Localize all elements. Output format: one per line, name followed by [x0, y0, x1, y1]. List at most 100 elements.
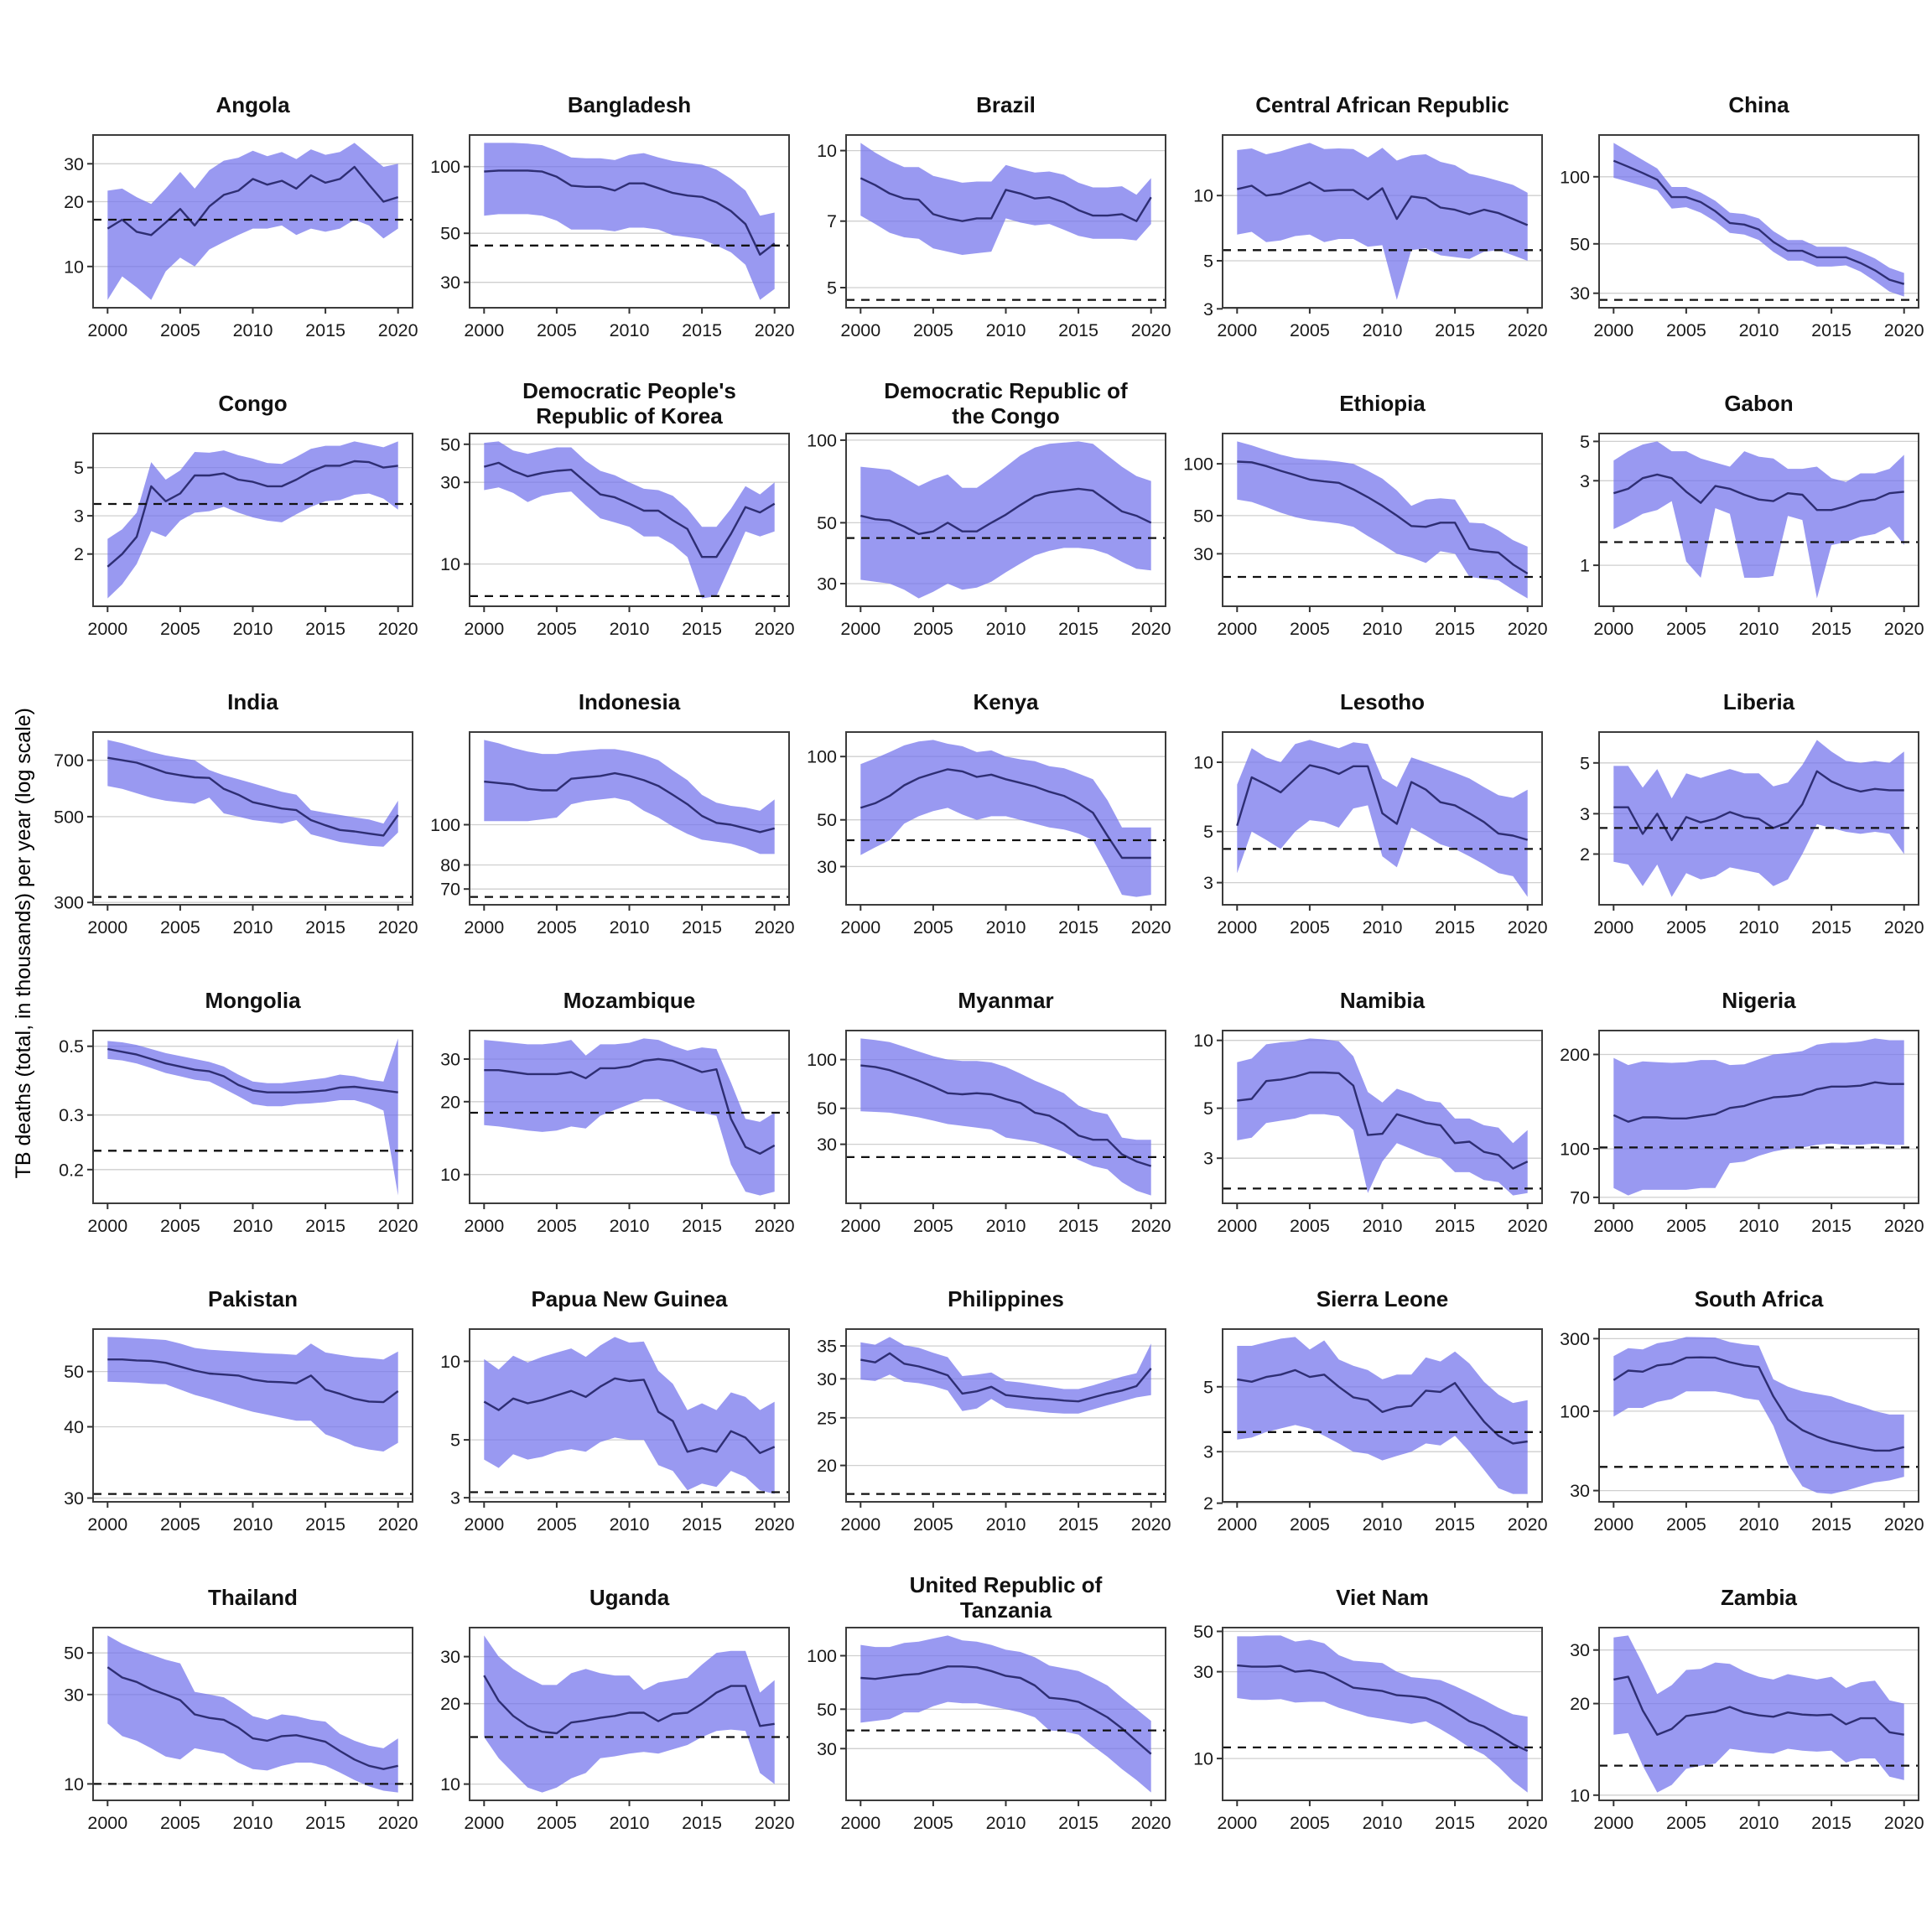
y-tick-label: 50: [1193, 1624, 1213, 1642]
x-tick-label: 2000: [840, 320, 880, 340]
x-tick-label: 2005: [160, 320, 200, 340]
y-tick-label: 30: [64, 1685, 84, 1705]
x-tick-label: 2020: [1884, 619, 1924, 639]
uncertainty-ribbon: [860, 441, 1151, 599]
x-tick-label: 2010: [610, 1514, 650, 1535]
facet-united-republic-of-tanzania: United Republic of Tanzania 100 50 30 2000 20…: [799, 1571, 1176, 1869]
estimate-line: [483, 1675, 775, 1735]
x-tick-label: 2020: [755, 917, 795, 937]
facet-liberia: Liberia 5 3 2 2000 2005 2010 2015 2020: [1552, 675, 1929, 974]
y-tick-label: 5: [1203, 1098, 1213, 1119]
x-tick-label: 2015: [1811, 1813, 1852, 1833]
y-tick-label: 35: [817, 1337, 837, 1357]
x-tick-label: 2005: [1290, 1216, 1330, 1236]
x-tick-label: 2000: [1217, 320, 1257, 340]
y-tick-label: 30: [817, 1369, 837, 1389]
x-tick-label: 2005: [537, 1216, 577, 1236]
uncertainty-ribbon: [1237, 143, 1528, 300]
facet-myanmar: Myanmar 100 50 30 2000 2005 2010 2015 2020: [799, 974, 1176, 1272]
facet-namibia: Namibia 10 5 3 2000 2005 2010 2015 2020: [1176, 974, 1552, 1272]
y-tick-label: 70: [440, 880, 460, 900]
facet-mongolia: Mongolia 0.5 0.3 0.2 2000 2005 2010 2015 2020: [46, 974, 423, 1272]
y-tick-label: 30: [1570, 1640, 1590, 1660]
x-tick-label: 2000: [1217, 1813, 1257, 1833]
x-tick-label: 2010: [233, 917, 273, 937]
facet-title: Pakistan: [208, 1286, 298, 1311]
y-tick-label: 50: [440, 224, 460, 244]
y-tick-label: 30: [1193, 544, 1213, 564]
x-tick-label: 2005: [537, 320, 577, 340]
facet-plot: 0.5 0.3 0.2 2000 2005 2010 2015 2020: [59, 1030, 418, 1236]
y-tick-label: 20: [817, 1456, 837, 1476]
x-tick-label: 2000: [840, 1216, 880, 1236]
x-tick-label: 2010: [986, 1216, 1026, 1236]
y-tick-label: 5: [1580, 432, 1590, 452]
y-tick-label: 50: [1193, 506, 1213, 526]
facet-democratic-republic-of-the-congo: Democratic Republic of the Congo 100 50 30 2…: [799, 377, 1176, 675]
y-tick-label: 70: [1570, 1187, 1590, 1208]
x-tick-label: 2015: [1058, 320, 1098, 340]
estimate-line: [1613, 1675, 1904, 1736]
facet-title: Kenya: [973, 689, 1039, 714]
x-tick-label: 2005: [1290, 619, 1330, 639]
x-tick-label: 2015: [1058, 1514, 1098, 1535]
facet-kenya: Kenya 100 50 30 2000 2005 2010 2015 2020: [799, 675, 1176, 974]
y-tick-label: 30: [64, 154, 84, 174]
x-tick-label: 2010: [610, 917, 650, 937]
y-tick-label: 3: [1580, 804, 1590, 824]
x-tick-label: 2000: [1217, 917, 1257, 937]
estimate-line: [1613, 770, 1904, 842]
x-tick-label: 2000: [87, 1216, 127, 1236]
facet-nigeria: Nigeria 200 100 70 2000 2005 2010 2015 2020: [1552, 974, 1929, 1272]
x-tick-label: 2020: [378, 320, 418, 340]
estimate-line: [106, 460, 398, 568]
x-tick-label: 2000: [87, 320, 127, 340]
facet-title: Viet Nam: [1336, 1585, 1429, 1610]
x-tick-label: 2010: [1363, 1514, 1403, 1535]
x-tick-label: 2000: [1593, 619, 1633, 639]
x-tick-label: 2015: [1811, 1514, 1852, 1535]
x-tick-label: 2005: [913, 619, 953, 639]
facet-plot: 10 7 5 2000 2005 2010 2015 2020: [817, 134, 1171, 340]
x-tick-label: 2010: [610, 619, 650, 639]
x-tick-label: 2000: [840, 1813, 880, 1833]
x-tick-label: 2015: [682, 619, 722, 639]
facet-title: Uganda: [589, 1585, 670, 1610]
estimate-line: [1613, 159, 1905, 285]
facet-plot: 100 50 30 2000 2005 2010 2015 2020: [807, 1030, 1171, 1236]
facet-title: Lesotho: [1339, 689, 1426, 714]
uncertainty-ribbon: [1613, 143, 1904, 297]
x-tick-label: 2015: [1435, 1216, 1475, 1236]
y-tick-label: 10: [1193, 753, 1213, 773]
x-tick-label: 2015: [1811, 320, 1852, 340]
uncertainty-ribbon: [484, 740, 775, 854]
y-tick-label: 10: [817, 141, 837, 161]
x-tick-label: 2005: [913, 1813, 953, 1833]
x-tick-label: 2000: [87, 917, 127, 937]
estimate-line: [860, 1352, 1152, 1403]
x-tick-label: 2000: [464, 1514, 504, 1535]
y-tick-label: 3: [1203, 299, 1213, 319]
facet-sierra-leone: Sierra Leone 5 3 2 2000 2005 2010 2015 2020: [1176, 1272, 1552, 1571]
y-tick-label: 30: [817, 574, 837, 595]
x-tick-label: 2005: [1290, 917, 1330, 937]
facet-title: Liberia: [1722, 689, 1795, 714]
y-tick-label: 30: [1570, 283, 1590, 304]
x-tick-label: 2005: [160, 1514, 200, 1535]
y-tick-label: 50: [1570, 234, 1590, 254]
x-tick-label: 2000: [1593, 917, 1633, 937]
facet-ethiopia: Ethiopia 100 50 30 2000 2005 2010 2015 2020: [1176, 377, 1552, 675]
x-tick-label: 2020: [1508, 320, 1548, 340]
x-tick-label: 2015: [305, 1813, 345, 1833]
facet-title: Bangladesh: [567, 92, 692, 117]
facet-plot: 100 50 30 2000 2005 2010 2015 2020: [807, 1627, 1171, 1833]
x-tick-label: 2000: [1217, 1514, 1257, 1535]
uncertainty-ribbon: [860, 1038, 1151, 1196]
estimate-line: [106, 1666, 398, 1770]
x-tick-label: 2000: [840, 1514, 880, 1535]
y-tick-label: 700: [54, 750, 84, 771]
facet-title: Zambia: [1720, 1585, 1798, 1610]
x-tick-label: 2020: [755, 619, 795, 639]
x-tick-label: 2000: [1593, 320, 1633, 340]
